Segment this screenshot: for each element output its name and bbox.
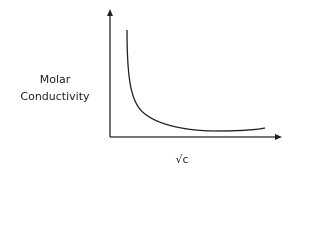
diagram: Molar Conductivity √c xyxy=(20,9,282,166)
x-axis-label: √c xyxy=(175,153,188,166)
y-axis-label: Conductivity xyxy=(20,90,90,103)
y-axis-label: Molar xyxy=(40,73,71,86)
curve xyxy=(126,29,266,132)
page: Molar Conductivity √c (() => { const dat… xyxy=(20,9,282,166)
x-axis-arrow xyxy=(275,134,282,140)
y-axis-arrow xyxy=(107,9,113,16)
